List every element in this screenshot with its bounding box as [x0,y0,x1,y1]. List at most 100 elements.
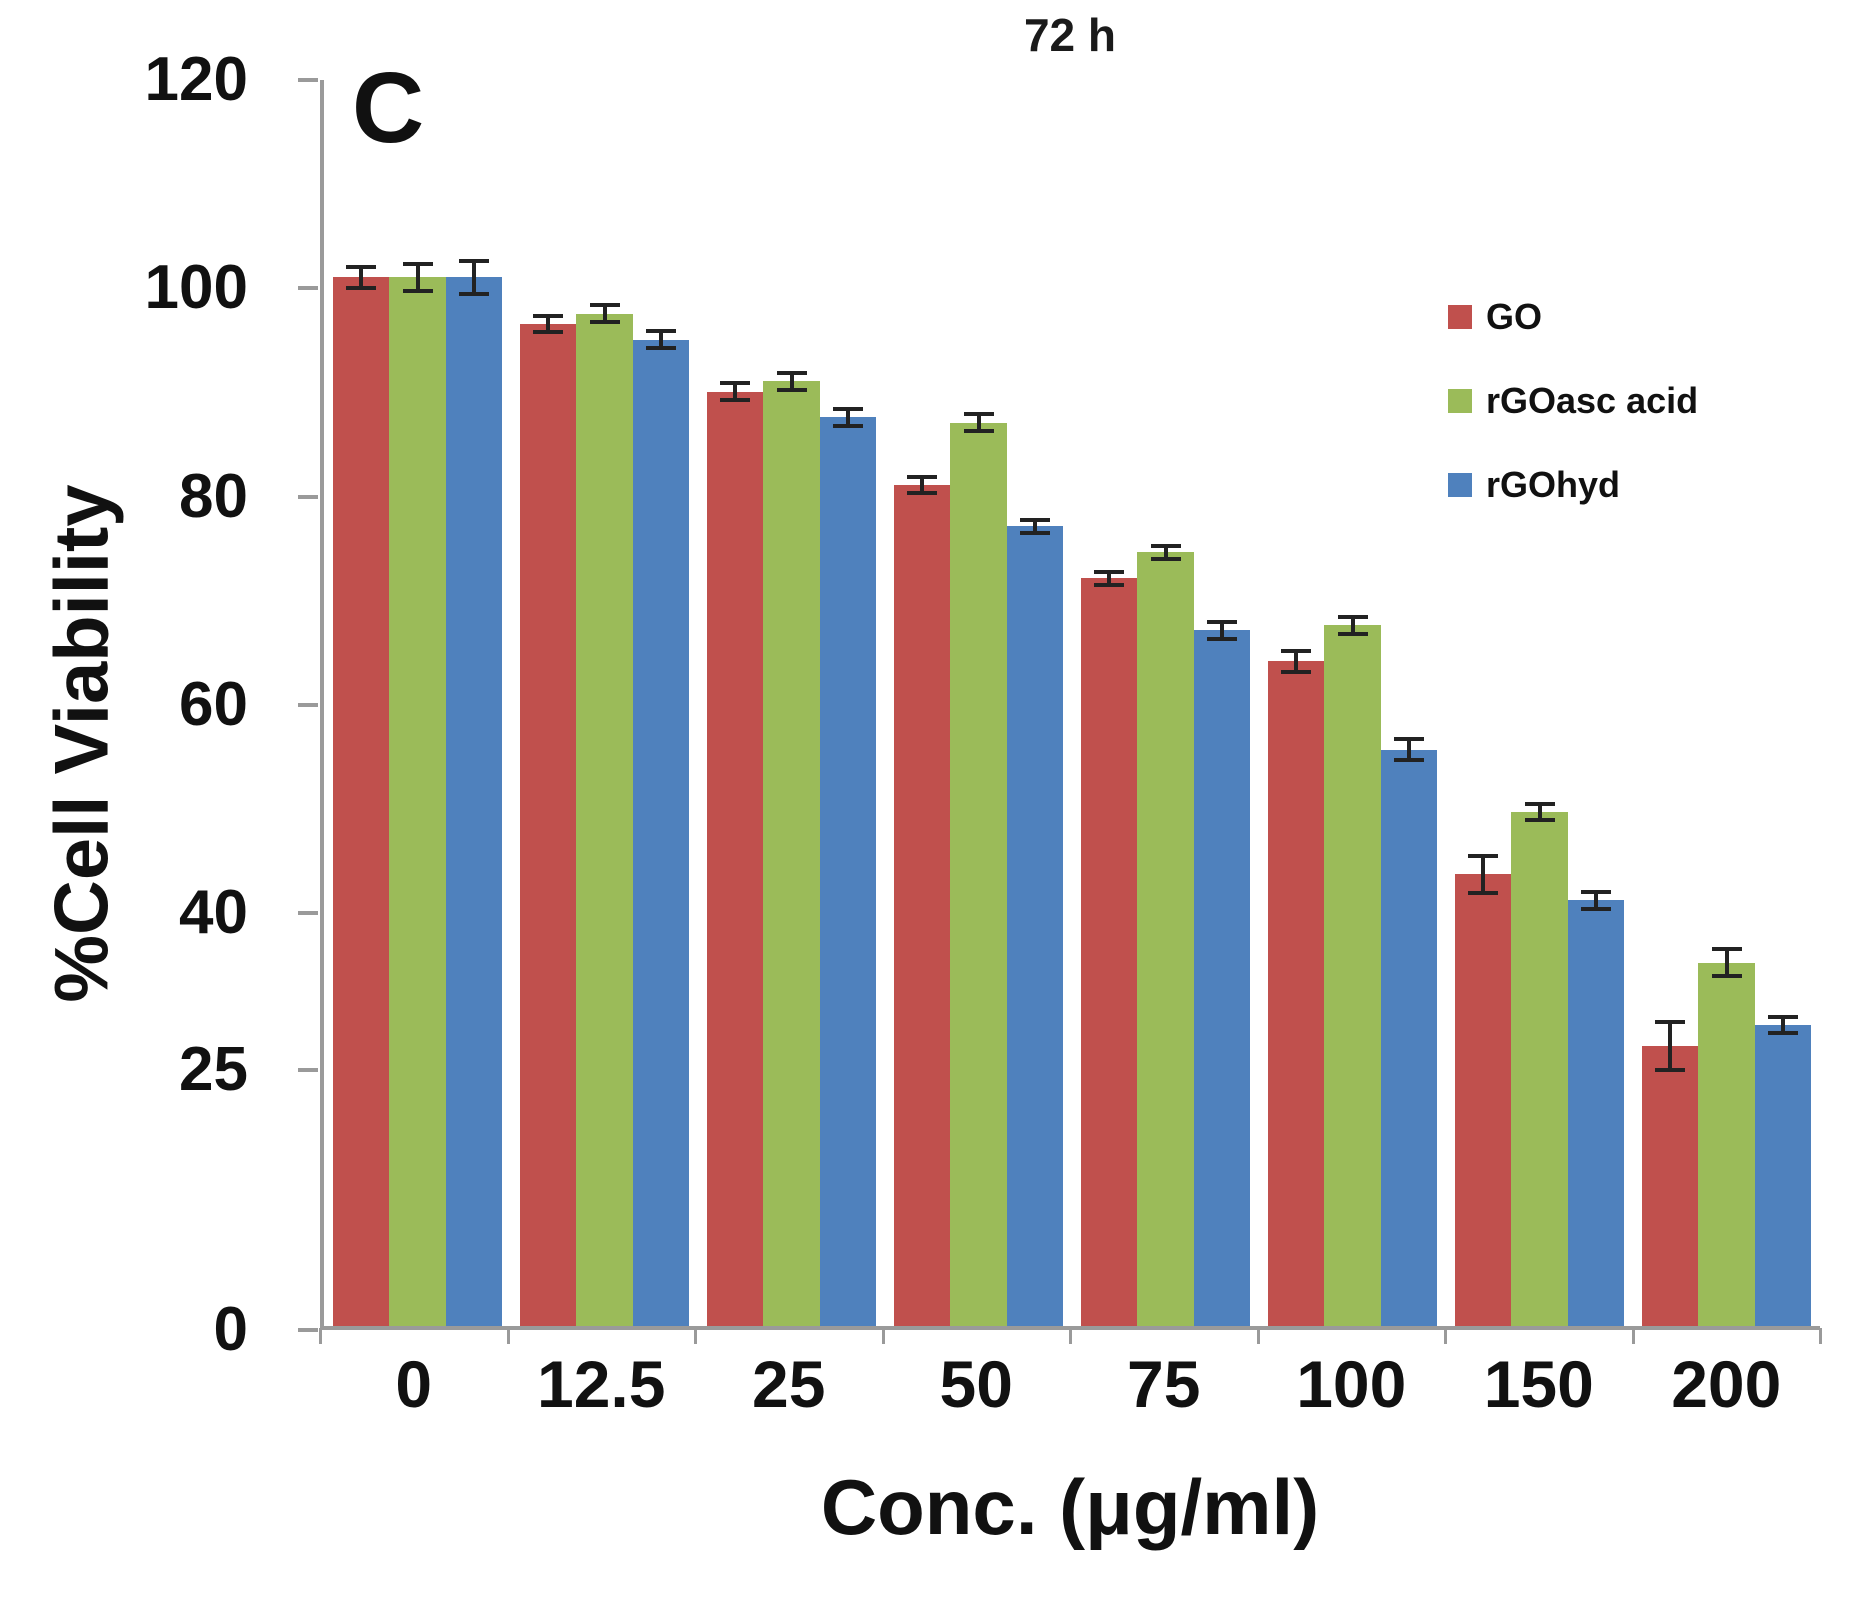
bar-rgoasc-acid [389,261,446,1326]
bar-go [894,474,951,1326]
error-bar [1281,649,1312,674]
x-tick-label: 150 [1483,1347,1594,1421]
bar-rgoasc-acid [763,370,820,1326]
x-tick-label: 100 [1296,1347,1407,1421]
legend-item: GO [1448,296,1698,338]
chart-title: 72 h [1023,9,1117,61]
error-bar [346,264,377,290]
error-bar [1206,619,1237,641]
x-tick-label: 0 [395,1347,433,1421]
y-tick-label: 60 [179,670,248,739]
bar-rgohyd [1380,737,1437,1326]
plot-area [320,80,1820,1330]
x-axis-labels: 0 12.5 25 50 75 100 150 200 [320,1346,1820,1422]
error-bar [963,412,994,434]
bar-go [1268,649,1325,1326]
legend-label: GO [1486,296,1543,337]
bar-rgoasc-acid [1137,544,1194,1326]
bar-rgohyd [1567,889,1624,1326]
error-bar [1393,737,1424,763]
x-axis-title: Conc. (μg/ml) [820,1463,1320,1551]
legend-label: rGOhyd [1486,464,1621,505]
error-bar [1468,853,1499,896]
error-bar [1580,889,1611,911]
x-axis-ticks [319,1328,1822,1344]
panel-label: C [352,52,425,164]
bar-rgohyd [1193,619,1250,1326]
bar-go [333,264,390,1326]
error-bar [776,370,807,392]
legend-swatch [1448,305,1472,329]
bar-go [1642,1019,1699,1326]
x-tick-mark [1819,1328,1822,1344]
x-tick-mark [506,1328,510,1344]
x-tick-label: 50 [939,1347,1013,1421]
legend-item: rGOhyd [1448,464,1698,506]
error-bar [533,313,564,335]
y-tick-label: 100 [144,253,248,323]
bar-go [1081,570,1138,1326]
x-tick-mark [1444,1328,1447,1344]
y-axis-ticks: 120 100 80 60 40 25 0 [0,49,318,1361]
bar-rgoasc-acid [950,412,1007,1326]
error-bar [1524,801,1555,823]
error-bar [1019,518,1050,535]
bar-go [520,313,577,1326]
y-tick-mark [298,703,318,707]
error-bar [1337,614,1368,636]
x-tick-mark [1631,1328,1635,1344]
error-bar [1767,1014,1798,1036]
bar-go [707,381,764,1326]
y-tick-mark [298,911,318,916]
legend-swatch [1448,473,1472,497]
bar-group [324,80,511,1326]
error-bar [720,381,751,402]
legend-label: rGOasc acid [1486,380,1699,421]
error-bar [1094,570,1125,587]
error-bar [402,261,433,293]
error-bar [832,407,863,428]
bar-group [1446,80,1633,1326]
bar-rgohyd [819,407,876,1326]
y-tick-mark [298,1067,318,1072]
y-tick-mark [298,286,318,291]
bar-rgohyd [1006,518,1063,1326]
y-tick-mark [298,494,318,499]
y-tick-mark [298,1328,318,1332]
x-tick-mark [1256,1328,1260,1344]
x-tick-label: 12.5 [537,1347,666,1421]
y-tick-label: 25 [179,1034,248,1104]
bar-group [1633,80,1820,1326]
error-bar [589,303,620,325]
error-bar [907,474,938,496]
bar-group [1259,80,1446,1326]
bar-rgoasc-acid [576,303,633,1326]
bar-rgoasc-acid [1324,614,1381,1326]
bar-group [885,80,1072,1326]
y-tick-label: 40 [179,878,248,948]
bar-groups [324,80,1820,1326]
error-bar [1655,1019,1686,1072]
bar-group [1072,80,1259,1326]
legend-swatch [1448,389,1472,413]
bar-rgohyd [445,258,502,1326]
bar-rgohyd [632,329,689,1326]
y-tick-mark [298,78,318,82]
error-bar [645,329,676,350]
x-tick-mark [319,1328,322,1344]
y-tick-label: 120 [144,45,248,114]
x-tick-label: 200 [1671,1347,1782,1421]
x-tick-label: 25 [752,1347,826,1421]
error-bar [1150,544,1181,561]
bar-group [511,80,698,1326]
error-bar [458,258,489,296]
bar-rgohyd [1754,1014,1811,1326]
legend-item: rGOasc acid [1448,380,1698,422]
x-tick-mark [1069,1328,1072,1344]
bar-rgoasc-acid [1511,801,1568,1326]
bar-go [1455,853,1512,1326]
x-tick-mark [694,1328,697,1344]
x-tick-mark [881,1328,885,1344]
bar-group [698,80,885,1326]
y-tick-label: 0 [213,1295,248,1364]
